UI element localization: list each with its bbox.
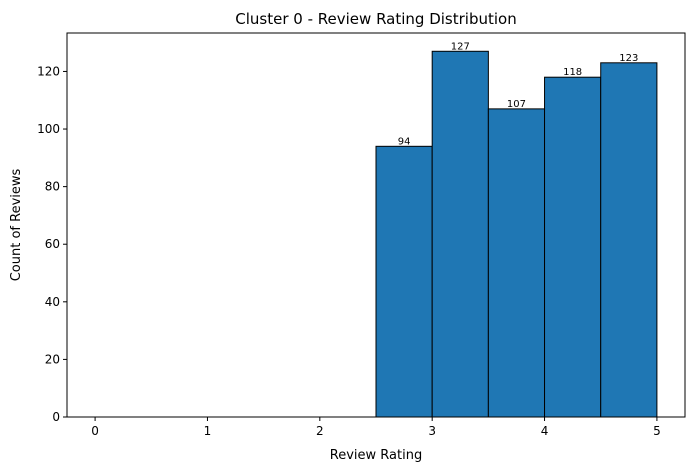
- bar-7: [487, 108, 546, 418]
- bars-layer: [375, 50, 658, 418]
- y-tick-label-2: 40: [45, 295, 60, 309]
- data-label-8: 118: [563, 67, 582, 78]
- x-tick-label-0: 0: [91, 424, 99, 438]
- y-tick-label-5: 100: [37, 122, 60, 136]
- bar-9: [600, 62, 658, 418]
- data-labels-layer: 94 127 107 118 123: [398, 41, 639, 147]
- x-tick-label-4: 4: [541, 424, 549, 438]
- y-axis: 0 20 40 60 80 100 120: [37, 64, 67, 424]
- x-tick-label-2: 2: [316, 424, 324, 438]
- y-tick-label-1: 20: [45, 352, 60, 366]
- chart-title: Cluster 0 - Review Rating Distribution: [235, 10, 516, 28]
- data-label-9: 123: [619, 53, 638, 64]
- bar-8: [544, 76, 602, 418]
- x-tick-label-1: 1: [204, 424, 212, 438]
- plot-frame: [66, 32, 686, 418]
- x-axis: 0 1 2 3 4 5: [91, 417, 661, 438]
- data-label-5: 94: [398, 136, 411, 147]
- y-tick-label-4: 80: [45, 180, 60, 194]
- y-tick-label-3: 60: [45, 237, 60, 251]
- data-label-6: 127: [451, 41, 470, 52]
- x-tick-label-3: 3: [428, 424, 436, 438]
- y-tick-label-0: 0: [52, 410, 60, 424]
- bar-6: [431, 50, 489, 418]
- y-tick-label-6: 120: [37, 64, 60, 78]
- y-axis-label: Count of Reviews: [9, 168, 24, 281]
- x-axis-label: Review Rating: [330, 448, 422, 463]
- data-label-7: 107: [507, 99, 526, 110]
- bar-5: [375, 145, 433, 418]
- x-tick-label-5: 5: [653, 424, 661, 438]
